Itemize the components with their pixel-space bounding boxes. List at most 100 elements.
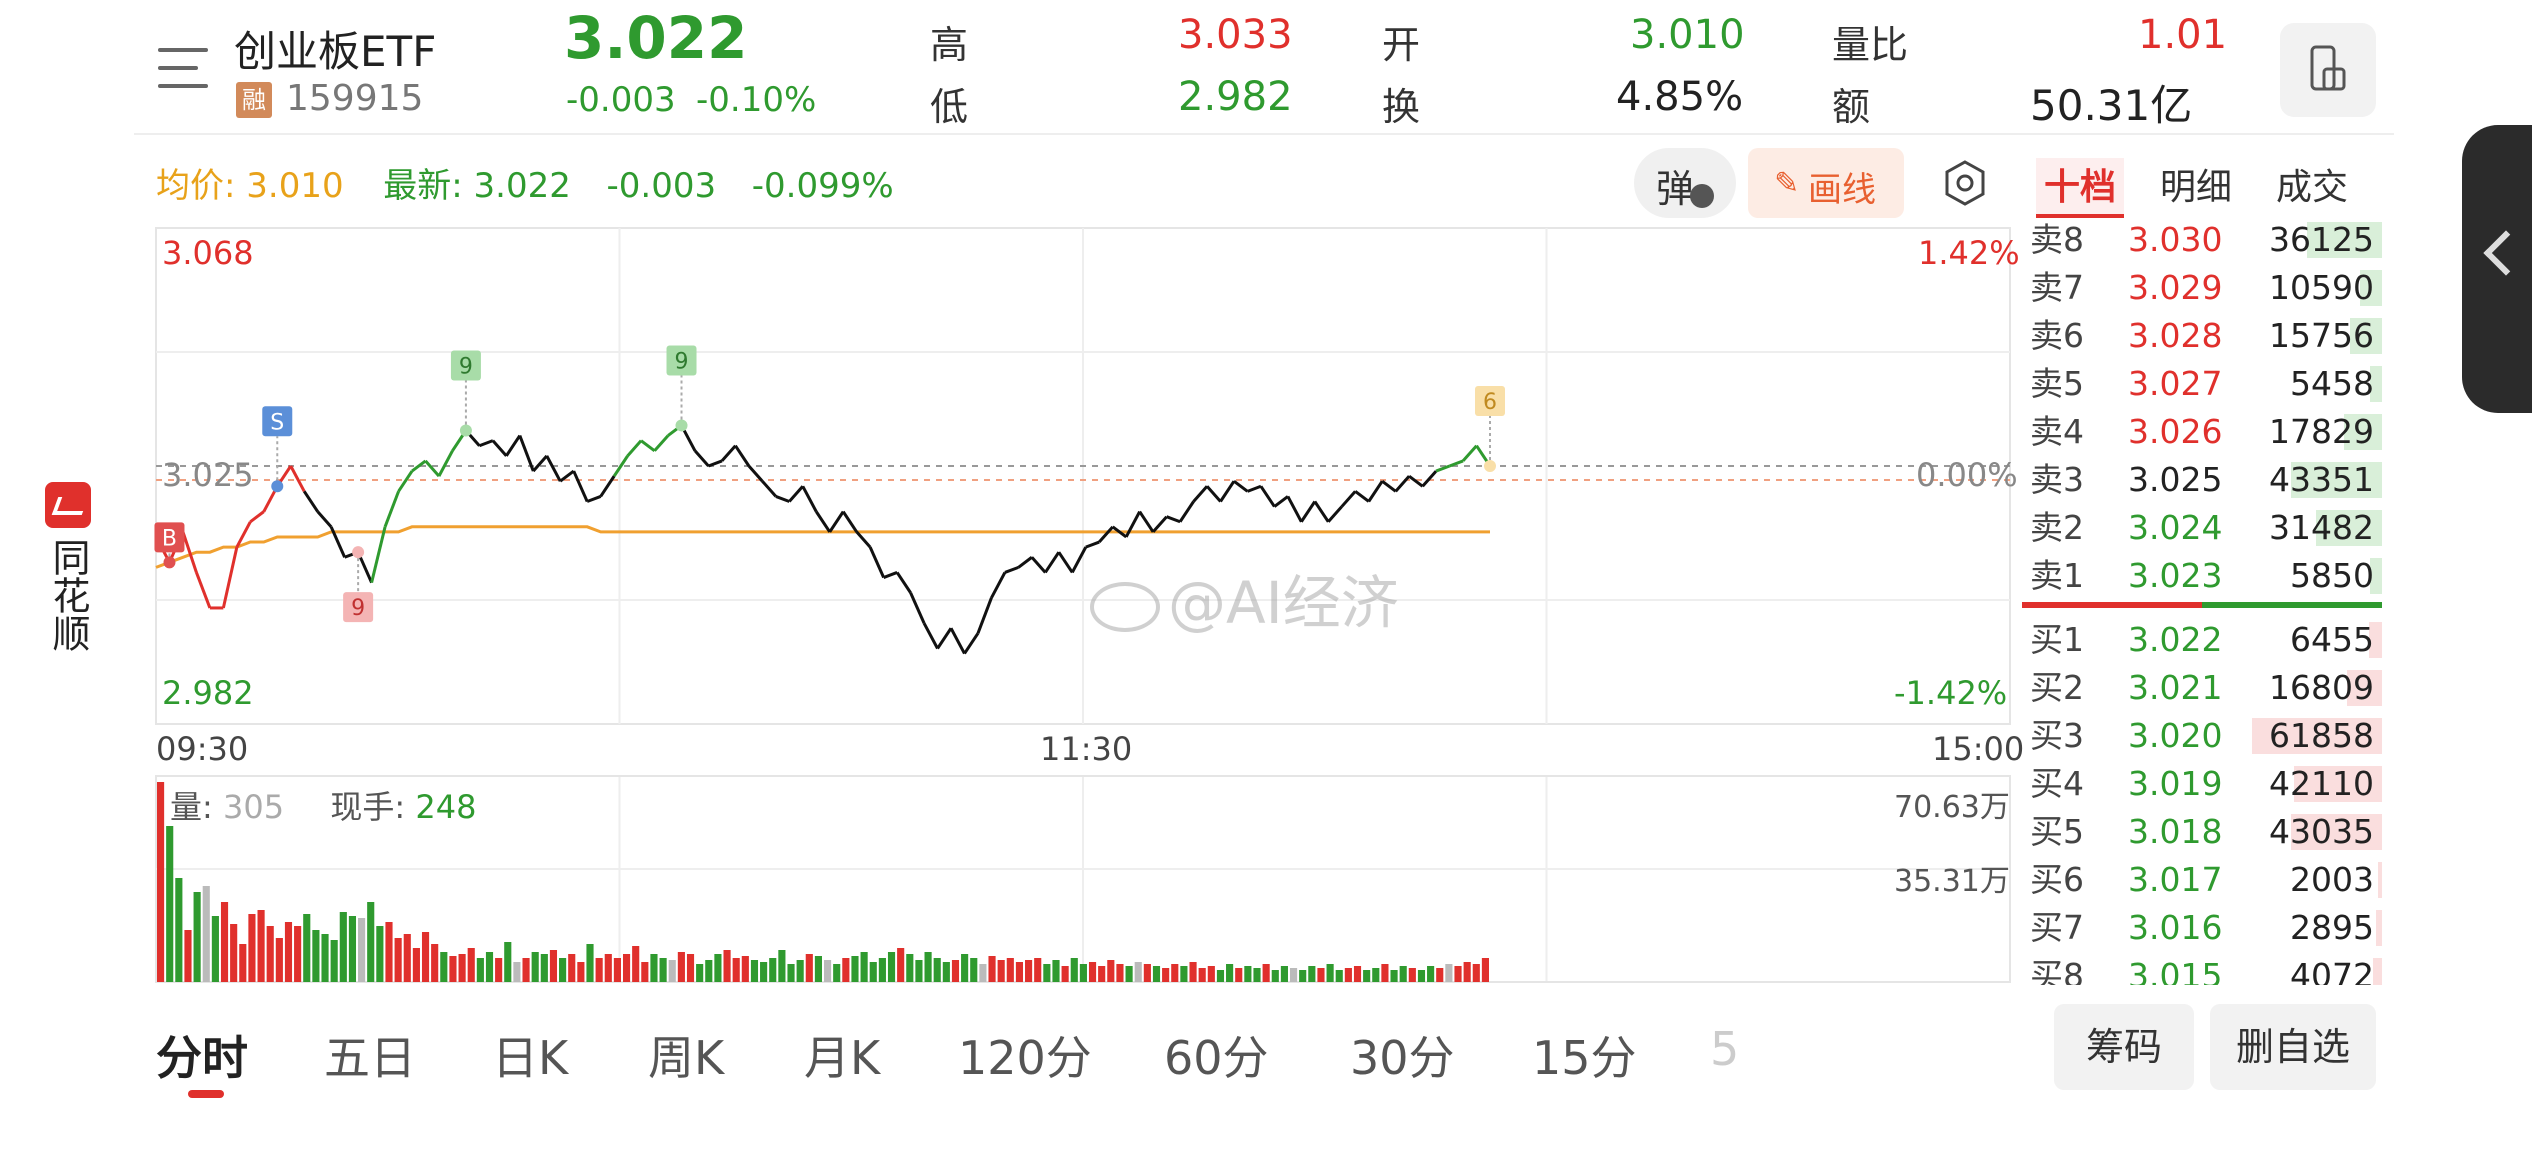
volume-label: 量: — [170, 788, 213, 826]
sell-level-price: 3.028 — [2128, 316, 2223, 355]
volume-bar — [778, 950, 786, 982]
volume-bar — [1244, 966, 1252, 982]
x-tick-midday: 11:30 — [1040, 730, 1133, 768]
price-segment — [195, 571, 212, 609]
buy-level-volume: 43035 — [2269, 812, 2374, 851]
buy-level-volume: 6455 — [2290, 620, 2374, 659]
volume-bar — [887, 952, 896, 982]
menu-icon[interactable] — [158, 48, 208, 90]
buy-volume-bar — [2375, 910, 2382, 946]
remove-favorite-button[interactable]: 删自选 — [2210, 1004, 2376, 1090]
sell-level-row[interactable]: 卖1 3.023 5850 — [2022, 552, 2382, 600]
sell-level-row[interactable]: 卖8 3.030 36125 — [2022, 216, 2382, 264]
price-change-pct: -0.10% — [696, 80, 817, 120]
volume-max-label: 70.63万 — [1894, 790, 2010, 825]
volume-bar — [175, 878, 183, 982]
pct-mid-label: 0.00% — [1916, 456, 2018, 494]
hand-label: 现手: — [330, 788, 406, 826]
draw-line-button[interactable]: ✎ 画线 — [1748, 148, 1904, 218]
price-segment — [1449, 459, 1464, 468]
buy-level-volume: 2003 — [2290, 860, 2374, 899]
buy-level-row[interactable]: 买7 3.016 2895 — [2022, 904, 2382, 952]
price-segment — [963, 632, 980, 655]
buy-volume-bar — [2369, 622, 2382, 658]
volume-bar — [184, 930, 192, 982]
sell-volume-bar — [2370, 558, 2382, 594]
sell-level-row[interactable]: 卖3 3.025 43351 — [2022, 456, 2382, 504]
period-tab-9[interactable]: 5 — [1710, 1022, 1740, 1076]
price-segment — [249, 510, 265, 523]
period-tab-1[interactable]: 五日 — [324, 1031, 416, 1085]
volume-bar — [284, 922, 293, 982]
side-panel-handle[interactable] — [2462, 125, 2532, 413]
buy-level-row[interactable]: 买6 3.017 2003 — [2022, 856, 2382, 904]
buy-level-row[interactable]: 买3 3.020 61858 — [2022, 712, 2382, 760]
sell-level-row[interactable]: 卖7 3.029 10590 — [2022, 264, 2382, 312]
price-segment — [801, 485, 818, 513]
price-segment — [532, 454, 548, 473]
x-tick-open: 09:30 — [156, 730, 249, 768]
device-orientation-button[interactable] — [2280, 23, 2376, 117]
volume-bar — [239, 944, 247, 982]
buy-level-row[interactable]: 买2 3.021 16809 — [2022, 664, 2382, 712]
volume-bar — [1061, 966, 1069, 982]
tab-detail[interactable]: 明细 — [2160, 167, 2233, 208]
buy-level-row[interactable]: 买4 3.019 42110 — [2022, 760, 2382, 808]
price-segment — [1017, 556, 1033, 569]
sell-level-row[interactable]: 卖4 3.026 17829 — [2022, 408, 2382, 456]
tab-ten-levels[interactable]: 十档 — [2036, 158, 2125, 218]
sell-level-row[interactable]: 卖6 3.028 15756 — [2022, 312, 2382, 360]
price-segment — [1085, 540, 1100, 549]
volume-bar — [604, 954, 612, 982]
volume-bar — [951, 960, 960, 982]
volume-bar — [358, 918, 366, 982]
sell-level-volume: 10590 — [2269, 268, 2374, 307]
buy-level-row[interactable]: 买8 3.015 4072 — [2022, 952, 2382, 985]
chips-button[interactable]: 筹码 — [2054, 1004, 2194, 1090]
period-tab-3[interactable]: 周K — [648, 1031, 725, 1085]
period-tab-4[interactable]: 月K — [804, 1031, 881, 1085]
buy-level-row[interactable]: 买5 3.018 43035 — [2022, 808, 2382, 856]
price-segment — [1259, 485, 1276, 508]
buy-level-volume: 2895 — [2290, 908, 2374, 947]
volume-bar — [1070, 958, 1078, 982]
period-tab-7[interactable]: 30分 — [1350, 1031, 1455, 1085]
volume-bar — [741, 956, 749, 982]
volume-bar — [750, 960, 759, 982]
brand-tab[interactable]: 同花顺 — [40, 482, 91, 682]
settings-hexagon-icon[interactable] — [1940, 158, 1990, 208]
price-segment — [289, 465, 306, 493]
period-tab-8[interactable]: 15分 — [1532, 1031, 1637, 1085]
security-name: 创业板ETF — [234, 27, 437, 76]
price-segment — [599, 475, 616, 498]
sell-level-row[interactable]: 卖2 3.024 31482 — [2022, 504, 2382, 552]
buy-level-row[interactable]: 买1 3.022 6455 — [2022, 616, 2382, 664]
volume-bar — [869, 962, 877, 982]
price-segment — [1381, 480, 1397, 493]
period-tab-6[interactable]: 60分 — [1164, 1031, 1269, 1085]
buy-level-label: 买5 — [2030, 812, 2084, 851]
danmu-button[interactable]: 弹 — [1634, 148, 1736, 218]
price-segment — [518, 435, 535, 472]
volume-bar — [677, 952, 685, 982]
latest-change: -0.003 — [606, 166, 717, 206]
volume-bar — [1253, 968, 1261, 982]
volume-bar — [266, 926, 274, 982]
tab-trades[interactable]: 成交 — [2276, 167, 2349, 208]
buy-level-volume: 4072 — [2290, 956, 2374, 985]
volume-bar — [860, 952, 868, 982]
period-tab-2[interactable]: 日K — [492, 1031, 569, 1085]
price-segment — [1205, 485, 1222, 503]
sell-level-row[interactable]: 卖5 3.027 5458 — [2022, 360, 2382, 408]
volume-bar — [814, 956, 822, 982]
volume-bar — [1271, 970, 1279, 982]
sell-volume-bar — [2359, 270, 2382, 306]
sell-level-label: 卖4 — [2030, 412, 2084, 451]
intraday-chart[interactable]: B S 9 9 9 6 — [0, 0, 2532, 1000]
svg-text:9: 9 — [675, 349, 689, 374]
sell-level-volume: 36125 — [2269, 220, 2374, 259]
period-tab-0[interactable]: 分时 — [156, 1031, 248, 1085]
volume-bar — [531, 952, 539, 982]
volume-bar — [924, 952, 932, 982]
period-tab-5[interactable]: 120分 — [958, 1031, 1092, 1085]
